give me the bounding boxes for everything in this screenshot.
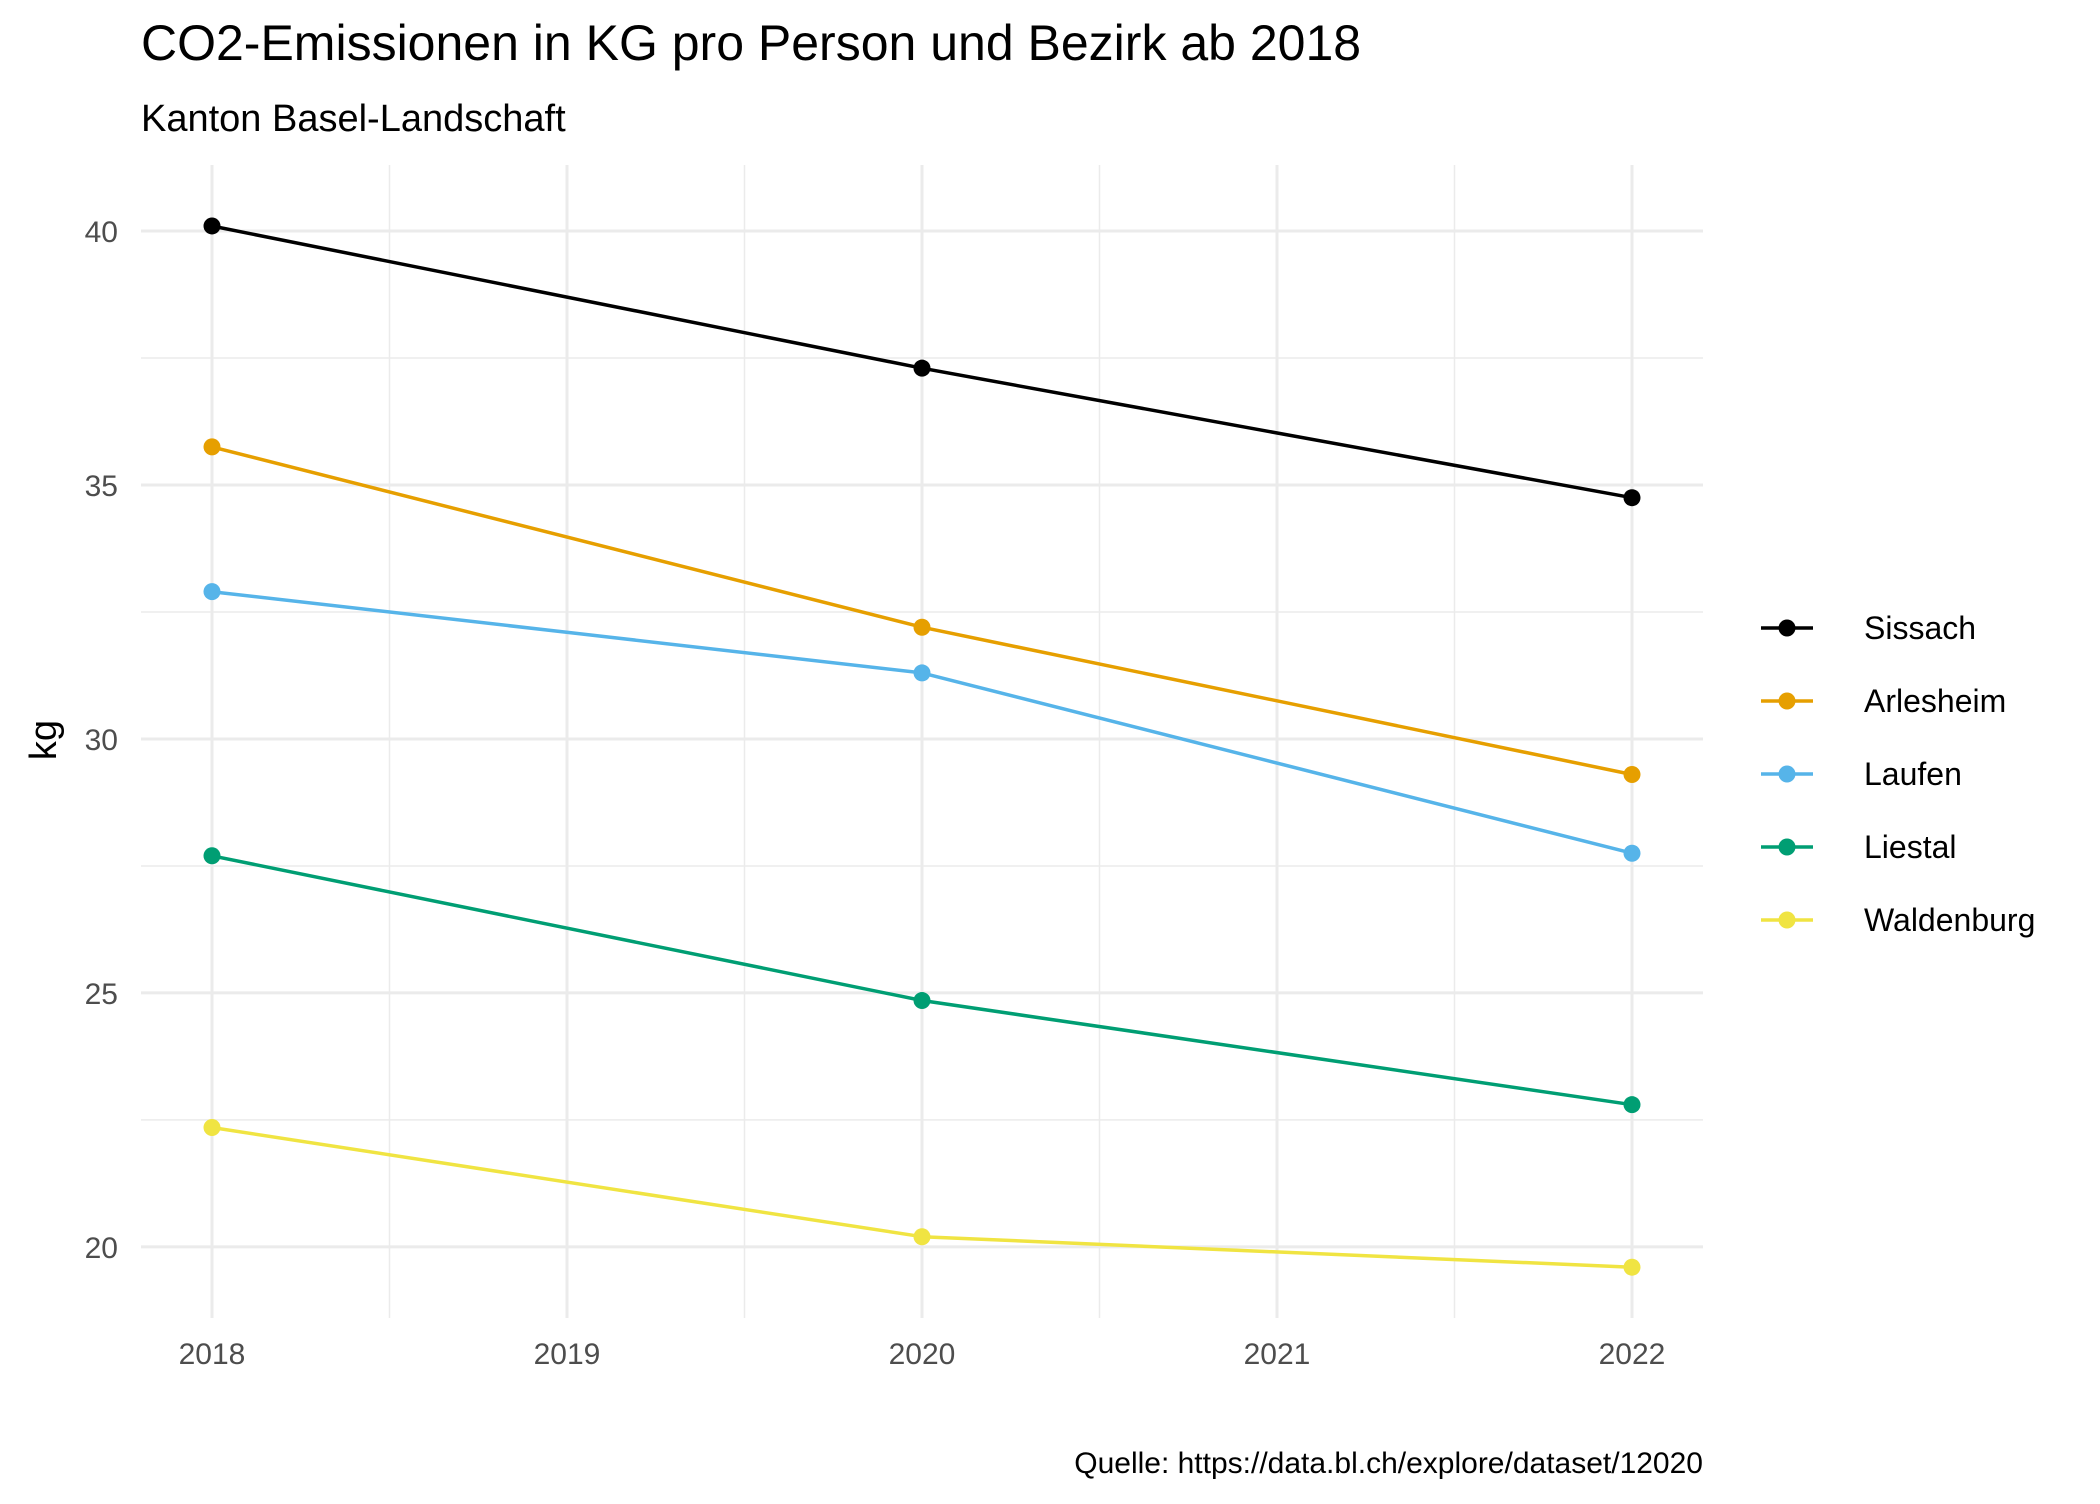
series-arlesheim	[203, 438, 1641, 784]
y-tick-label: 40	[85, 216, 118, 249]
series-laufen	[203, 583, 1641, 862]
data-point	[203, 438, 221, 456]
data-point	[913, 664, 931, 682]
data-point	[1623, 489, 1641, 507]
data-point	[203, 217, 221, 235]
legend-key-point	[1778, 911, 1796, 929]
legend-label: Arlesheim	[1864, 683, 2006, 719]
legend-label: Laufen	[1864, 756, 1962, 792]
legend-label: Liestal	[1864, 829, 1957, 865]
y-tick-label: 20	[85, 1232, 118, 1265]
legend-item: Liestal	[1761, 829, 1957, 865]
chart-subtitle: Kanton Basel-Landschaft	[141, 98, 566, 140]
data-point	[913, 618, 931, 636]
legend-label: Waldenburg	[1864, 902, 2035, 938]
data-point	[913, 359, 931, 377]
axis-layer: 2018 2019 2020 2021 2022 20 25 30 35 40	[85, 216, 1666, 1371]
data-point	[203, 583, 221, 601]
data-point	[203, 847, 221, 865]
y-axis-title: kg	[23, 720, 65, 760]
series-liestal	[203, 847, 1641, 1114]
legend-key-point	[1778, 619, 1796, 637]
x-tick-label: 2021	[1244, 1338, 1311, 1371]
data-point	[913, 992, 931, 1010]
x-tick-label: 2019	[534, 1338, 601, 1371]
series-sissach	[203, 217, 1641, 507]
legend: Sissach Arlesheim Laufen Liestal Waldenburg	[1761, 610, 2035, 938]
data-point	[203, 1119, 221, 1137]
y-tick-label: 25	[85, 978, 118, 1011]
grid-layer	[141, 165, 1703, 1318]
legend-label: Sissach	[1864, 610, 1976, 646]
chart-title: CO2-Emissionen in KG pro Person und Bezi…	[141, 15, 1361, 71]
y-tick-label: 30	[85, 724, 118, 757]
x-tick-label: 2018	[179, 1338, 246, 1371]
y-tick-label: 35	[85, 470, 118, 503]
data-point	[1623, 844, 1641, 862]
data-point	[1623, 1258, 1641, 1276]
legend-key-point	[1778, 838, 1796, 856]
data-point	[1623, 766, 1641, 784]
data-point	[1623, 1096, 1641, 1114]
legend-item: Waldenburg	[1761, 902, 2035, 938]
chart-caption: Quelle: https://data.bl.ch/explore/datas…	[1074, 1447, 1703, 1480]
series-layer	[203, 217, 1641, 1276]
series-waldenburg	[203, 1119, 1641, 1276]
legend-key-point	[1778, 765, 1796, 783]
x-tick-label: 2022	[1599, 1338, 1666, 1371]
data-point	[913, 1228, 931, 1246]
legend-item: Sissach	[1761, 610, 1976, 646]
legend-key-point	[1778, 692, 1796, 710]
legend-item: Arlesheim	[1761, 683, 2006, 719]
legend-item: Laufen	[1761, 756, 1962, 792]
x-tick-label: 2020	[889, 1338, 956, 1371]
